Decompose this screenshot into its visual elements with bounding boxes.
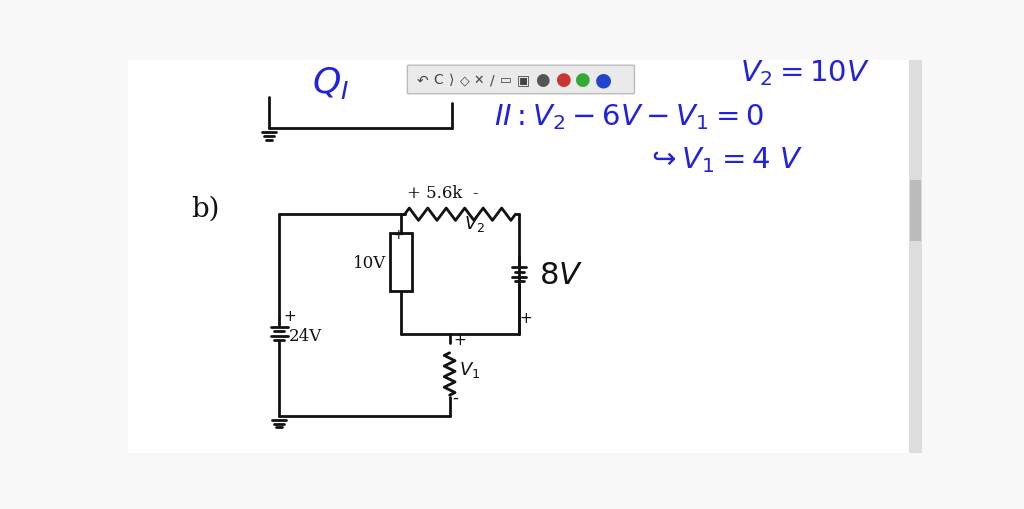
Text: ✕: ✕ [473, 74, 483, 87]
Text: $V_2 = 10V$: $V_2 = 10V$ [740, 58, 870, 88]
Text: /: / [489, 73, 495, 87]
Text: ▲: ▲ [911, 62, 920, 72]
Text: +: + [283, 308, 296, 323]
Text: 24V: 24V [289, 327, 322, 344]
Text: 10V: 10V [353, 254, 386, 271]
Text: $\mathit{II}: V_2 - 6V - V_1 = 0$: $\mathit{II}: V_2 - 6V - V_1 = 0$ [494, 101, 764, 131]
Text: + 5.6k  -: + 5.6k - [407, 185, 478, 202]
Text: +: + [392, 228, 403, 242]
Text: ●: ● [575, 71, 591, 89]
Text: ●: ● [535, 71, 549, 89]
Text: ◇: ◇ [460, 74, 469, 87]
Text: ●: ● [595, 71, 612, 90]
FancyBboxPatch shape [408, 66, 635, 95]
Text: ↶: ↶ [417, 73, 428, 87]
Text: $8V$: $8V$ [539, 259, 583, 290]
Text: $V_2$: $V_2$ [464, 214, 485, 234]
Text: +: + [519, 310, 531, 325]
Text: ▭: ▭ [501, 74, 512, 87]
Bar [909, 61, 922, 453]
Bar [910, 180, 921, 242]
Text: ▣: ▣ [517, 73, 529, 87]
Text: $V_1$: $V_1$ [459, 359, 480, 379]
Text: ⟩: ⟩ [450, 73, 455, 87]
Text: +: + [454, 332, 466, 347]
Text: -: - [452, 387, 458, 406]
Bar [390, 234, 412, 292]
Text: $Q_I$: $Q_I$ [312, 65, 349, 101]
Text: C: C [433, 73, 442, 87]
Text: ●: ● [556, 71, 571, 89]
Text: b): b) [191, 195, 220, 222]
Text: ▼: ▼ [911, 442, 920, 452]
Text: $\hookrightarrow V_1 = 4\ V$: $\hookrightarrow V_1 = 4\ V$ [646, 145, 803, 174]
